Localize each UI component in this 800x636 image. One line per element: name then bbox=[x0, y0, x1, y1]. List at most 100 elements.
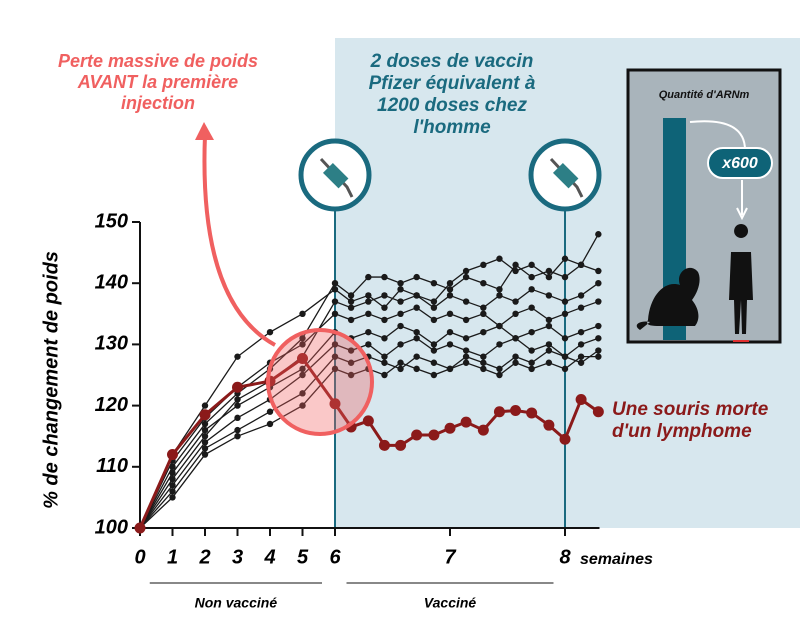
data-point bbox=[381, 316, 388, 324]
inset-frame bbox=[626, 68, 782, 344]
data-point bbox=[430, 371, 438, 379]
data-point bbox=[446, 341, 454, 348]
data-point bbox=[347, 316, 355, 324]
data-point bbox=[545, 267, 553, 275]
data-point bbox=[381, 335, 388, 342]
data-point bbox=[413, 292, 420, 299]
period-label: Vacciné bbox=[424, 595, 477, 611]
data-point bbox=[512, 310, 519, 317]
data-point bbox=[561, 273, 569, 281]
y-tick-label: 140 bbox=[95, 271, 128, 293]
data-point bbox=[496, 341, 503, 348]
x-tick-label: 4 bbox=[263, 546, 275, 568]
highlight-circle bbox=[266, 328, 374, 436]
data-point bbox=[480, 304, 487, 311]
data-point bbox=[297, 352, 308, 364]
data-point bbox=[545, 273, 553, 281]
data-point bbox=[378, 439, 390, 451]
data-point bbox=[347, 347, 355, 354]
data-point bbox=[528, 273, 535, 281]
x-tick-label: 3 bbox=[232, 546, 243, 568]
data-point bbox=[496, 286, 503, 293]
data-point bbox=[430, 298, 438, 305]
data-point bbox=[299, 371, 306, 379]
data-point bbox=[413, 353, 420, 360]
data-point bbox=[430, 280, 438, 287]
data-point bbox=[561, 298, 569, 305]
data-point bbox=[365, 273, 372, 281]
data-point bbox=[462, 359, 470, 366]
data-point bbox=[362, 415, 374, 427]
data-point bbox=[234, 433, 241, 440]
arrow-head bbox=[195, 122, 214, 140]
data-point bbox=[480, 261, 487, 269]
data-point bbox=[528, 328, 535, 336]
data-point bbox=[381, 371, 388, 379]
data-point bbox=[512, 353, 519, 360]
data-point bbox=[595, 231, 602, 238]
data-point bbox=[446, 328, 454, 336]
data-point bbox=[381, 359, 388, 366]
data-point bbox=[299, 341, 306, 348]
data-point bbox=[430, 316, 438, 324]
data-point bbox=[134, 522, 146, 534]
data-point bbox=[347, 292, 355, 299]
data-point bbox=[201, 451, 209, 458]
data-point bbox=[446, 286, 454, 293]
data-point bbox=[299, 390, 306, 397]
data-point bbox=[201, 433, 209, 440]
data-point bbox=[169, 481, 176, 489]
data-point bbox=[266, 420, 274, 428]
data-point bbox=[512, 335, 519, 342]
annotation: l'homme bbox=[413, 117, 491, 138]
data-point bbox=[201, 439, 209, 446]
data-point bbox=[430, 359, 438, 366]
data-point bbox=[480, 365, 487, 373]
data-point bbox=[397, 280, 404, 287]
data-point bbox=[512, 298, 519, 305]
data-point bbox=[397, 286, 404, 293]
data-point bbox=[201, 445, 209, 452]
data-point bbox=[561, 353, 569, 360]
data-point bbox=[543, 419, 555, 431]
data-point bbox=[545, 341, 553, 348]
data-point bbox=[365, 292, 372, 299]
data-point bbox=[444, 422, 456, 434]
annotation: Perte massive de poids bbox=[58, 51, 258, 71]
annotation: AVANT la première bbox=[77, 72, 238, 92]
x-tick-label: 5 bbox=[297, 546, 309, 568]
data-point bbox=[496, 365, 503, 373]
data-point bbox=[381, 304, 388, 311]
data-point bbox=[446, 310, 454, 317]
data-point bbox=[446, 280, 454, 287]
data-point bbox=[199, 409, 211, 421]
data-point bbox=[331, 310, 339, 317]
data-point bbox=[167, 449, 178, 461]
x-tick-label: 2 bbox=[198, 546, 210, 568]
data-point bbox=[528, 359, 535, 366]
x-axis-label: semaines bbox=[580, 551, 653, 568]
data-point bbox=[545, 359, 553, 366]
data-point bbox=[397, 341, 404, 348]
data-point bbox=[592, 406, 604, 418]
data-point bbox=[577, 353, 585, 360]
data-point bbox=[561, 335, 569, 342]
data-point bbox=[496, 322, 503, 330]
data-point bbox=[480, 310, 487, 317]
data-point bbox=[299, 402, 306, 409]
data-point bbox=[480, 353, 487, 360]
data-point bbox=[234, 402, 241, 409]
data-point bbox=[496, 292, 503, 299]
annotation: 1200 doses chez bbox=[377, 95, 527, 116]
period-label: Non vacciné bbox=[195, 595, 278, 611]
data-point bbox=[545, 322, 553, 330]
data-point bbox=[169, 488, 176, 495]
data-point bbox=[234, 353, 241, 360]
syringe-body bbox=[322, 162, 349, 189]
annotation: Pfizer équivalent à bbox=[369, 73, 536, 94]
data-point bbox=[381, 292, 388, 299]
data-point bbox=[561, 310, 569, 317]
y-tick-label: 130 bbox=[95, 333, 128, 355]
data-point bbox=[365, 310, 372, 317]
annotation: 2 doses de vaccin bbox=[370, 51, 534, 72]
